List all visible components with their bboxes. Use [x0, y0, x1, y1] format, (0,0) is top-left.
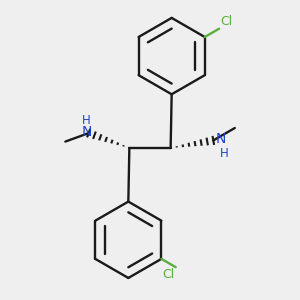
- Text: Cl: Cl: [162, 268, 175, 281]
- Text: H: H: [82, 114, 91, 127]
- Text: N: N: [81, 125, 92, 139]
- Text: N: N: [215, 132, 226, 146]
- Text: H: H: [220, 147, 229, 160]
- Text: Cl: Cl: [220, 15, 232, 28]
